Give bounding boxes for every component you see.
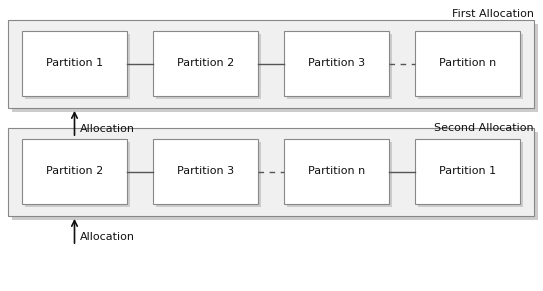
Text: Partition 1: Partition 1 [439,166,496,177]
Bar [8,128,534,216]
Bar [415,31,520,96]
Bar [284,31,389,96]
Bar [25,142,130,207]
Bar [287,142,392,207]
Bar [418,34,523,99]
Bar [287,34,392,99]
Text: Allocation: Allocation [79,124,135,134]
Bar [153,31,258,96]
Bar [153,139,258,204]
Text: Partition n: Partition n [308,166,365,177]
Bar [25,34,130,99]
Bar [415,139,520,204]
Bar [284,139,389,204]
Text: Partition 3: Partition 3 [308,58,365,68]
Bar [12,132,538,220]
Text: Partition n: Partition n [439,58,496,68]
Text: Partition 2: Partition 2 [46,166,103,177]
Text: Allocation: Allocation [79,232,135,242]
Bar [156,34,261,99]
Text: Partition 2: Partition 2 [177,58,234,68]
Text: Partition 3: Partition 3 [177,166,234,177]
Bar [22,31,127,96]
Text: Partition 1: Partition 1 [46,58,103,68]
Text: Second Allocation: Second Allocation [434,123,534,133]
Bar [8,20,534,108]
Bar [22,139,127,204]
Text: First Allocation: First Allocation [452,9,534,19]
Bar [156,142,261,207]
Bar [12,24,538,112]
Bar [418,142,523,207]
